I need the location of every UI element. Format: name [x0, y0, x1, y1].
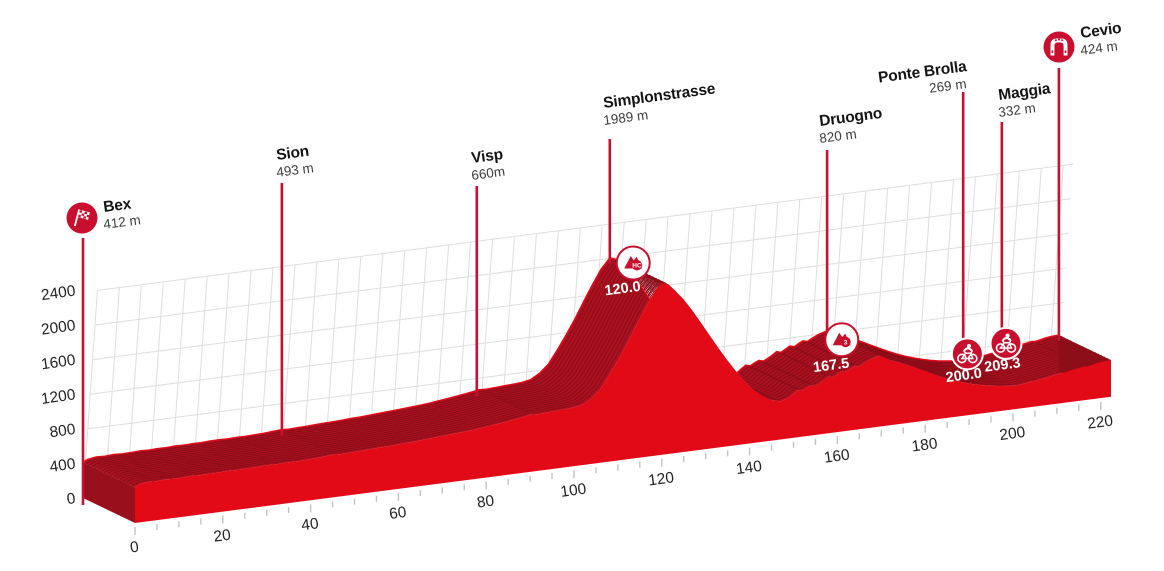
route-marker-km-label: 200.0	[945, 366, 983, 387]
x-axis-tick-label: 120	[647, 469, 675, 489]
x-axis-tick-label: 20	[213, 527, 233, 546]
route-marker-km-label: 209.3	[983, 355, 1021, 376]
y-axis-tick-label: 1200	[40, 386, 77, 408]
ribbon-stripe	[91, 261, 1069, 468]
y-axis-tick-label: 1600	[40, 352, 77, 374]
x-axis-tick-label: 200	[998, 424, 1026, 444]
mountain-cat3-icon: 3	[832, 332, 851, 348]
finish-circle	[1043, 31, 1075, 63]
waypoint-name: Visp	[470, 146, 504, 167]
route-marker-167.5: 3 167.5	[812, 322, 860, 377]
grid-line-horizontal	[97, 163, 1074, 291]
x-axis-tick-label: 100	[559, 481, 587, 501]
route-marker-km-label: 120.0	[604, 279, 642, 300]
waypoint-elevation: 660m	[470, 164, 505, 183]
grid-line-vertical	[1026, 168, 1042, 376]
waypoint-elevation: 820 m	[818, 126, 857, 146]
grid-line-horizontal	[92, 232, 1069, 361]
grid-line-vertical	[982, 173, 998, 382]
y-axis-tick-label: 2400	[40, 282, 77, 304]
x-axis-tick-label: 160	[823, 446, 851, 466]
route-marker-120.0: HC 120.0	[604, 245, 651, 300]
y-axis-tick-label: 800	[49, 421, 77, 441]
grid-line-vertical	[916, 182, 932, 391]
y-axis-tick-label: 0	[66, 490, 77, 508]
left-end-cap	[83, 462, 135, 523]
ridge-highlight	[82, 257, 1060, 463]
axes: 0 400 800 1200 1600 2000 2400 0 20 40 60 80 100 120 14…	[40, 282, 1114, 556]
profile-front-face	[135, 282, 1111, 523]
climb-badge-text: HC	[632, 263, 642, 270]
x-axis-tick-label: 220	[1086, 412, 1114, 432]
waypoint-elevation: 493 m	[275, 160, 314, 180]
waypoint-name: Maggia	[997, 80, 1052, 104]
ribbon-stripe	[94, 263, 1072, 469]
route-marker-km-label: 167.5	[812, 356, 850, 377]
grid-line-vertical	[938, 179, 954, 388]
climb-badge-text: 3	[844, 339, 848, 346]
y-axis-tick-label: 400	[49, 455, 77, 475]
waypoint-name: Cevio	[1079, 20, 1122, 42]
y-axis-tick-label: 2000	[40, 317, 77, 339]
ribbon-stripe	[88, 260, 1066, 466]
waypoint-elevation: 1989 m	[602, 107, 649, 128]
x-axis-tick-label: 40	[300, 515, 320, 534]
ribbon-stripe	[85, 258, 1063, 465]
waypoint-elevation: 332 m	[997, 100, 1036, 120]
waypoint-name: Simplonstrasse	[602, 80, 716, 112]
x-axis-tick-label: 0	[129, 538, 140, 556]
route-marker-200.0: 200.0	[945, 337, 984, 387]
x-axis-tick-label: 140	[735, 458, 763, 478]
route-marker-209.3: 209.3	[983, 326, 1023, 376]
x-axis-tick-label: 180	[911, 435, 939, 455]
waypoint-name: Bex	[102, 195, 132, 216]
x-axis-tick-label: 80	[476, 492, 496, 511]
x-axis-tick-label: 60	[388, 504, 408, 523]
waypoint-elevation: 269 m	[928, 76, 967, 96]
mountain-hc-icon: HC	[624, 256, 643, 271]
waypoint-elevation: 424 m	[1079, 38, 1118, 58]
waypoint-name: Sion	[275, 143, 310, 164]
finish-arch-icon	[1050, 38, 1068, 56]
waypoint-elevation: 412 m	[102, 212, 141, 232]
sprint-bicycle-icon	[995, 333, 1017, 353]
grid-line-horizontal	[94, 198, 1071, 326]
checkered-flag-icon	[73, 209, 90, 227]
sprint-bicycle-icon	[957, 343, 978, 364]
